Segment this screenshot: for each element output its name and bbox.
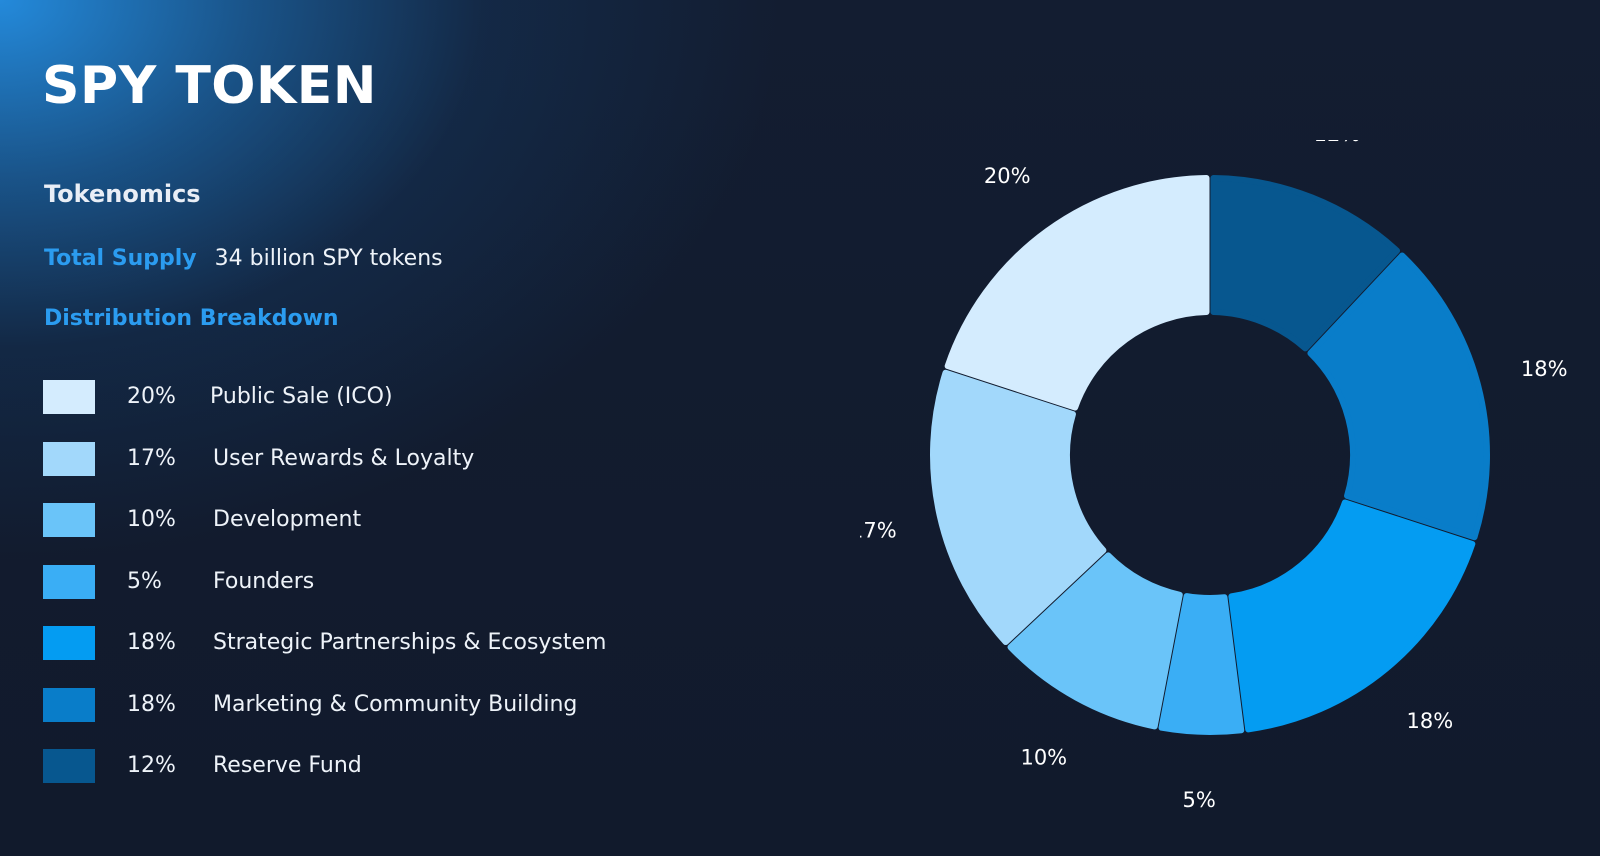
donut-slice: [944, 175, 1210, 411]
legend-percent: 20%: [127, 384, 176, 409]
legend-swatch: [43, 503, 95, 537]
legend-swatch: [43, 380, 95, 414]
legend-swatch: [43, 441, 95, 476]
donut-slice: [1158, 593, 1245, 735]
legend-percent: 18%: [127, 691, 176, 717]
slice-percent-label: 20%: [984, 164, 1031, 188]
legend-label: Public Sale (ICO): [210, 384, 393, 409]
legend-percent: 12%: [127, 753, 176, 778]
tokenomics-heading: Tokenomics: [44, 180, 201, 208]
donut-slice: [1307, 252, 1490, 541]
total-supply-label: Total Supply: [44, 246, 197, 271]
legend-percent: 5%: [127, 568, 162, 594]
legend-percent: 17%: [127, 445, 176, 471]
slice-percent-label: 10%: [1020, 745, 1067, 769]
donut-slice: [1228, 499, 1476, 733]
legend-label: Reserve Fund: [213, 753, 362, 778]
legend-swatch: [43, 749, 95, 783]
donut-slice: [1007, 552, 1183, 730]
donut-slice: [930, 369, 1107, 646]
slice-percent-label: 17%: [860, 518, 897, 542]
legend-swatch: [43, 626, 95, 660]
legend-label: Marketing & Community Building: [213, 691, 578, 717]
slice-percent-label: 18%: [1407, 709, 1454, 733]
legend-label: Development: [213, 507, 362, 532]
slice-percent-label: 12%: [1314, 140, 1361, 146]
donut-slice: [1210, 175, 1401, 352]
legend-label: Strategic Partnerships & Ecosystem: [213, 630, 607, 655]
page-title: SPY TOKEN: [42, 56, 377, 116]
distribution-breakdown-heading: Distribution Breakdown: [44, 306, 339, 331]
legend-label: User Rewards & Loyalty: [213, 445, 475, 471]
slice-percent-label: 18%: [1521, 357, 1568, 381]
donut-chart: 12% 18% 18% 5% 10% 17% 20%: [860, 140, 1568, 812]
legend-swatch: [43, 564, 95, 599]
legend-label: Founders: [213, 568, 315, 594]
total-supply-value: 34 billion SPY tokens: [214, 246, 443, 271]
slice-percent-label: 5%: [1183, 788, 1216, 812]
legend-percent: 10%: [127, 507, 176, 532]
total-supply-row: Total Supply 34 billion SPY tokens: [44, 246, 443, 271]
legend-swatch: [43, 687, 95, 722]
legend-percent: 18%: [127, 630, 176, 655]
